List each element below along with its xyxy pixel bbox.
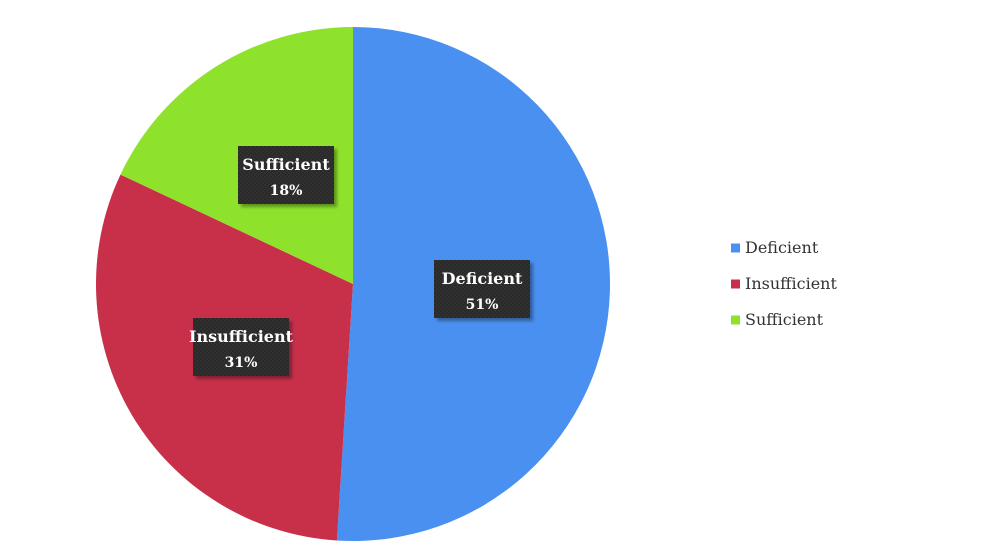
data-label-box	[238, 146, 334, 204]
pie-data-labels: Deficient 51% Insufficient 31% Sufficient 18%	[189, 146, 530, 376]
legend-item-insufficient: Insufficient	[731, 274, 837, 293]
legend-label: Insufficient	[745, 274, 837, 293]
data-label-percent: 31%	[225, 355, 258, 371]
legend-label: Deficient	[745, 238, 819, 257]
data-label-box	[434, 260, 530, 318]
data-label-category: Sufficient	[242, 155, 330, 174]
data-label-box	[193, 318, 289, 376]
legend-swatch	[731, 243, 740, 253]
chart-legend: Deficient Insufficient Sufficient	[731, 238, 837, 329]
legend-swatch	[731, 279, 740, 289]
data-label-sufficient: Sufficient 18%	[238, 146, 334, 204]
data-label-percent: 18%	[270, 183, 303, 199]
data-label-insufficient: Insufficient 31%	[189, 318, 294, 376]
data-label-category: Insufficient	[189, 327, 294, 346]
data-label-percent: 51%	[466, 297, 499, 313]
legend-item-deficient: Deficient	[731, 238, 819, 257]
legend-label: Sufficient	[745, 310, 824, 329]
data-label-category: Deficient	[442, 269, 523, 288]
pie-slices	[96, 27, 611, 541]
legend-item-sufficient: Sufficient	[731, 310, 824, 329]
legend-swatch	[731, 315, 740, 325]
pie-slice-sufficient	[120, 27, 354, 284]
data-label-deficient: Deficient 51%	[434, 260, 530, 318]
